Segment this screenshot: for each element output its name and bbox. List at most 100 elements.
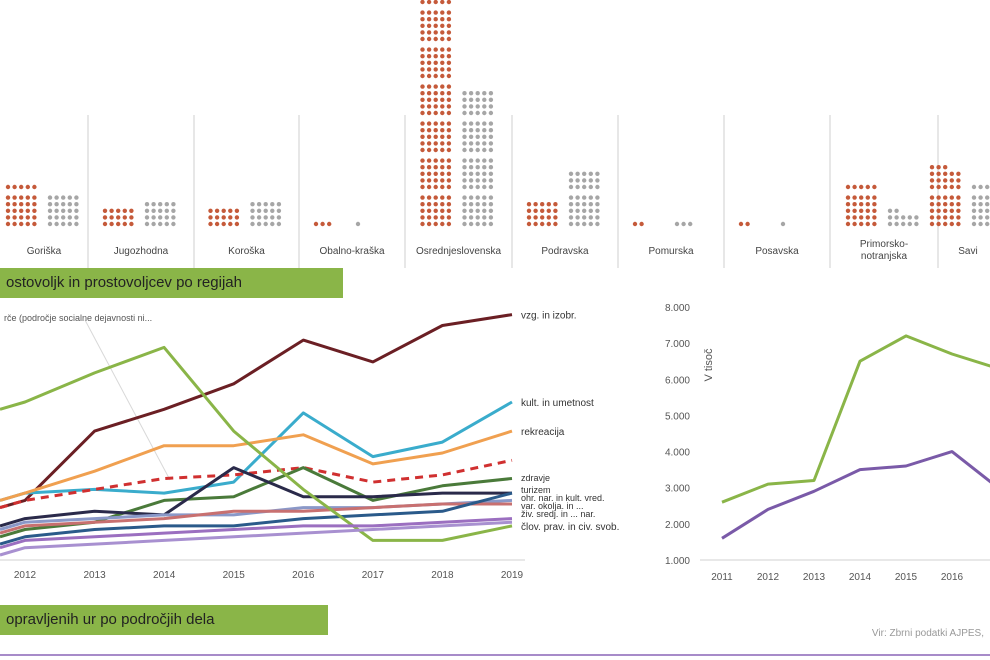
- female-dot: [214, 221, 220, 227]
- male-dot: [488, 195, 494, 200]
- male-dot: [894, 208, 899, 213]
- female-dot: [426, 195, 432, 200]
- x-tick-label: 2011: [711, 572, 733, 583]
- male-dot: [978, 215, 983, 220]
- female-dot: [446, 147, 452, 153]
- male-dot: [164, 221, 169, 227]
- male-dot: [54, 202, 59, 207]
- female-dot: [533, 208, 538, 213]
- female-dot: [845, 195, 851, 200]
- male-dot: [475, 208, 480, 213]
- x-tick-label: 2013: [83, 570, 106, 581]
- female-dot: [852, 202, 857, 207]
- female-dot: [32, 202, 37, 207]
- male-dot: [462, 141, 467, 146]
- female-dot: [553, 221, 558, 227]
- male-dot: [985, 221, 990, 227]
- female-dot: [426, 178, 432, 183]
- male-dot: [475, 134, 480, 139]
- male-dot: [158, 221, 163, 227]
- male-dot: [74, 195, 79, 200]
- legend-text: rče (področje socialne dejavnosti ni...: [4, 313, 152, 323]
- male-dot: [158, 208, 163, 213]
- male-dot: [256, 208, 262, 213]
- male-dot: [488, 147, 494, 153]
- female-dot: [446, 202, 452, 207]
- female-dot: [446, 91, 452, 96]
- female-dot: [12, 215, 17, 220]
- female-dot: [446, 195, 452, 200]
- male-dot: [144, 202, 150, 207]
- male-dot: [674, 221, 680, 227]
- female-dot: [433, 0, 438, 5]
- female-dot: [25, 215, 30, 220]
- x-tick-label: 2012: [14, 570, 37, 581]
- female-dot: [872, 195, 877, 200]
- female-dot: [420, 104, 425, 109]
- female-dot: [433, 165, 438, 170]
- series-end-label: zdravje: [521, 473, 550, 483]
- female-dot: [122, 221, 128, 227]
- female-dot: [446, 67, 452, 72]
- male-dot: [588, 215, 593, 220]
- region-name: Obalno-kraška: [319, 246, 384, 257]
- bottom-rule: [0, 654, 990, 656]
- male-dot: [475, 165, 480, 170]
- female-dot: [440, 10, 445, 15]
- female-dot: [936, 202, 941, 207]
- male-dot: [67, 195, 73, 200]
- series-end-label: kult. in umetnost: [521, 398, 594, 409]
- female-dot: [5, 184, 11, 190]
- female-dot: [433, 158, 438, 163]
- female-dot: [446, 17, 452, 22]
- female-dot: [943, 221, 948, 227]
- male-dot: [61, 215, 66, 220]
- male-dot: [250, 208, 255, 213]
- female-dot: [433, 97, 438, 103]
- female-dot: [433, 10, 438, 15]
- female-dot: [446, 30, 452, 35]
- female-dot: [32, 221, 37, 227]
- male-dot: [568, 171, 574, 176]
- female-dot: [102, 215, 108, 220]
- female-dot: [433, 54, 438, 59]
- male-dot: [151, 221, 156, 227]
- male-dot: [488, 91, 494, 96]
- female-dot: [426, 141, 432, 146]
- female-dot: [440, 147, 445, 153]
- regions-banner: ostovoljk in prostovoljcev po regijah: [0, 268, 343, 298]
- female-dot: [553, 208, 558, 213]
- female-dot: [929, 202, 935, 207]
- female-dot: [440, 54, 445, 59]
- male-dot: [488, 97, 494, 103]
- female-dot: [859, 195, 864, 200]
- male-dot: [780, 221, 786, 227]
- female-dot: [936, 171, 941, 176]
- female-dot: [936, 215, 941, 220]
- female-dot: [208, 208, 213, 213]
- male-dot: [270, 208, 275, 213]
- male-dot: [468, 110, 474, 116]
- male-dot: [488, 141, 494, 146]
- male-dot: [901, 221, 906, 227]
- male-dot: [575, 178, 580, 183]
- female-dot: [929, 208, 935, 213]
- female-dot: [426, 110, 432, 116]
- female-dot: [929, 221, 935, 227]
- male-dot: [582, 171, 587, 176]
- female-dot: [440, 178, 445, 183]
- female-dot: [859, 202, 864, 207]
- female-dot: [426, 128, 432, 133]
- female-dot: [426, 221, 432, 227]
- female-dot: [440, 23, 445, 28]
- region-name: Savi: [958, 246, 977, 257]
- female-dot: [446, 208, 452, 213]
- male-dot: [61, 221, 66, 227]
- female-dot: [420, 0, 425, 5]
- series-end-label: vzg. in izobr.: [521, 311, 577, 322]
- female-dot: [956, 208, 961, 213]
- male-dot: [488, 221, 494, 227]
- female-dot: [440, 47, 445, 52]
- female-dot: [420, 73, 425, 79]
- male-dot: [468, 121, 474, 126]
